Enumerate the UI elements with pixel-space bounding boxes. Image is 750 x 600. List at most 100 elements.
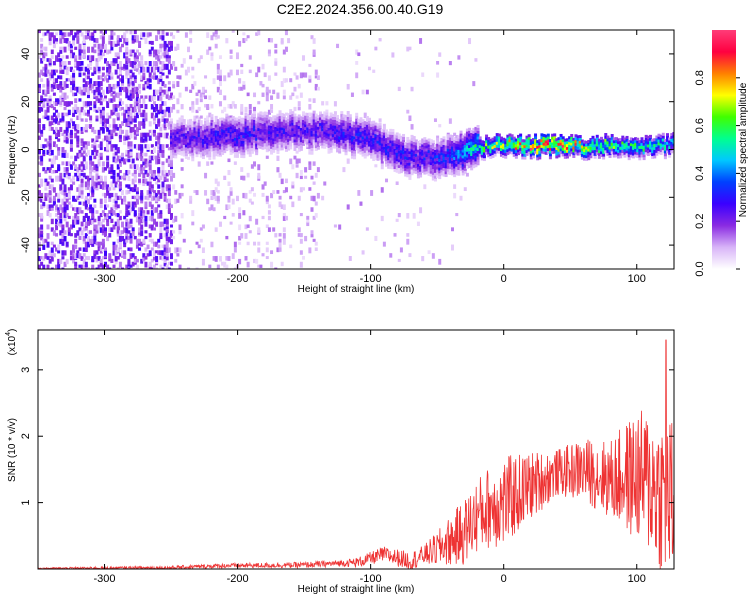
heat-cell xyxy=(284,137,288,141)
heat-cell xyxy=(485,143,489,147)
heat-cell xyxy=(165,118,169,123)
heat-cell xyxy=(106,213,110,218)
heat-cell xyxy=(270,250,274,255)
heat-cell xyxy=(46,89,50,94)
heat-cell xyxy=(103,213,107,217)
heat-cell xyxy=(527,134,531,138)
heat-cell xyxy=(470,135,474,139)
heat-cell xyxy=(148,40,152,45)
heat-cell xyxy=(374,128,378,132)
heat-cell xyxy=(93,43,97,48)
heat-cell xyxy=(178,129,182,133)
heat-cell xyxy=(110,181,114,188)
heat-cell xyxy=(180,184,184,189)
heat-cell xyxy=(265,111,269,115)
heat-cell xyxy=(387,134,391,138)
heat-cell xyxy=(253,241,257,246)
heat-cell xyxy=(342,120,346,124)
heat-cell xyxy=(312,124,316,128)
heat-cell xyxy=(172,61,176,67)
heat-cell xyxy=(142,253,146,258)
heat-cell xyxy=(61,201,65,205)
heat-cell xyxy=(116,52,120,57)
heat-cell xyxy=(223,121,227,125)
heat-cell xyxy=(55,204,59,211)
heat-cell xyxy=(244,118,248,122)
heat-cell xyxy=(191,149,195,153)
heat-cell xyxy=(412,141,416,145)
heat-cell xyxy=(99,35,103,40)
heat-cell xyxy=(189,133,193,137)
heat-cell xyxy=(121,155,125,162)
heat-cell xyxy=(152,121,156,125)
heat-cell xyxy=(444,174,448,178)
heat-cell xyxy=(387,148,391,152)
heat-cell xyxy=(135,92,139,98)
heat-cell xyxy=(427,155,431,159)
heat-cell xyxy=(436,175,440,179)
heat-cell xyxy=(214,133,218,137)
heat-cell xyxy=(227,204,231,210)
heat-cell xyxy=(116,224,120,231)
heat-cell xyxy=(623,143,627,147)
heat-cell xyxy=(89,86,93,91)
heat-cell xyxy=(95,256,99,260)
heat-cell xyxy=(529,142,533,146)
heat-cell xyxy=(193,81,197,86)
heat-cell xyxy=(48,167,52,173)
heat-cell xyxy=(138,43,142,48)
heat-cell xyxy=(506,151,510,155)
heat-cell xyxy=(189,150,193,154)
heat-cell xyxy=(378,153,382,157)
heat-cell xyxy=(408,153,412,157)
heat-cell xyxy=(240,86,244,91)
heat-cell xyxy=(476,127,480,131)
heat-cell xyxy=(301,187,305,191)
heat-cell xyxy=(86,141,90,146)
heat-cell xyxy=(93,92,97,98)
heat-cell xyxy=(485,151,489,155)
heat-cell xyxy=(57,210,61,216)
heat-cell xyxy=(110,46,114,51)
heat-cell xyxy=(310,35,314,40)
heat-cell xyxy=(125,264,129,269)
heat-cell xyxy=(142,218,146,223)
heat-cell xyxy=(216,69,220,75)
heat-cell xyxy=(382,126,386,130)
heat-cell xyxy=(340,142,344,146)
heat-cell xyxy=(397,170,401,174)
heat-cell xyxy=(235,151,239,155)
heat-cell xyxy=(225,130,229,134)
heat-cell xyxy=(544,140,548,144)
heat-cell xyxy=(544,134,548,138)
heat-cell xyxy=(165,52,169,59)
heat-cell xyxy=(429,170,433,174)
heat-cell xyxy=(331,134,335,138)
heat-cell xyxy=(376,123,380,127)
heat-cell xyxy=(265,123,269,127)
heat-cell xyxy=(278,247,282,252)
heat-cell xyxy=(502,143,506,147)
heat-cell xyxy=(221,261,225,266)
heat-cell xyxy=(414,145,418,149)
heat-cell xyxy=(293,86,297,92)
heat-cell xyxy=(40,224,44,230)
heat-cell xyxy=(197,89,201,94)
heat-cell xyxy=(395,218,399,222)
heat-cell xyxy=(131,72,135,78)
heat-cell xyxy=(189,30,193,35)
heat-cell xyxy=(159,250,163,256)
heat-cell xyxy=(410,160,414,164)
heat-cell xyxy=(131,92,135,99)
heat-cell xyxy=(235,69,239,76)
heat-cell xyxy=(480,148,484,152)
heat-cell xyxy=(593,141,597,145)
heat-cell xyxy=(553,147,557,151)
heat-cell xyxy=(299,238,303,244)
heat-cell xyxy=(455,137,459,141)
heat-cell xyxy=(174,143,178,147)
heat-cell xyxy=(593,144,597,148)
heat-cell xyxy=(304,138,308,142)
heat-cell xyxy=(312,136,316,140)
heat-cell xyxy=(321,131,325,135)
